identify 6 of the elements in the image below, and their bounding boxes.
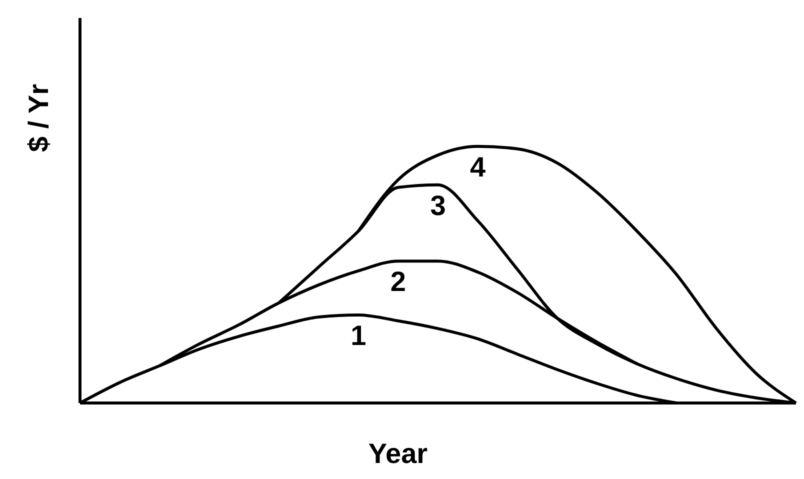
series-label: 3 xyxy=(430,190,446,221)
x-axis-title: Year xyxy=(368,438,428,469)
series-label: 1 xyxy=(350,320,366,351)
y-axis-title: $ / Yr xyxy=(22,84,54,152)
series-label: 2 xyxy=(390,266,406,298)
series-label: 4 xyxy=(470,151,486,182)
